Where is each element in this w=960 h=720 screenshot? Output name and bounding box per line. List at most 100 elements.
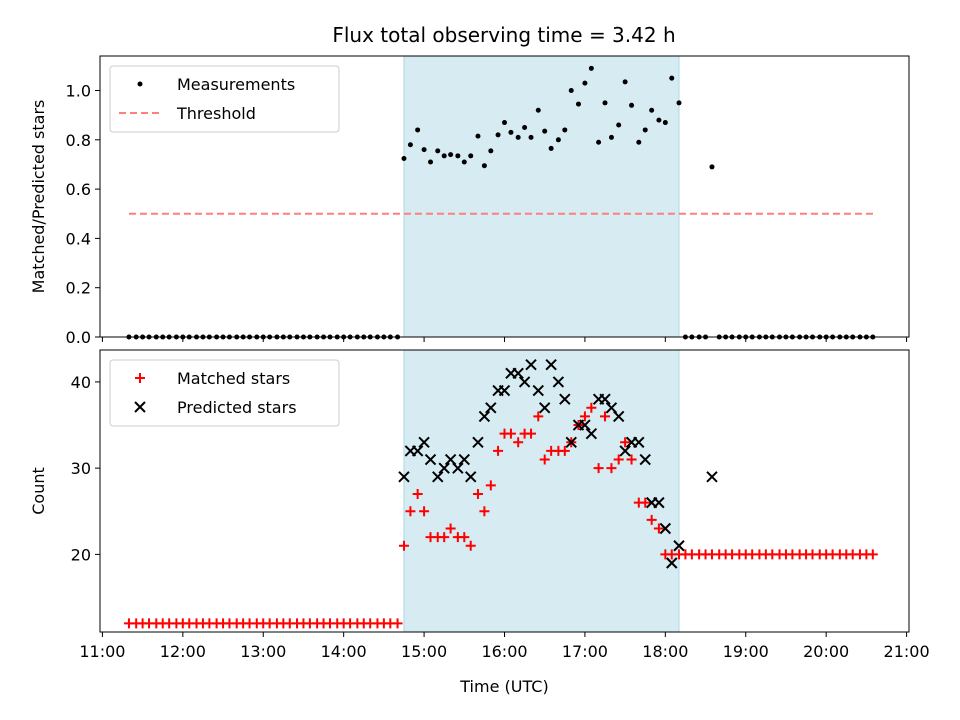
measurement-point xyxy=(515,134,521,140)
predicted-star-point xyxy=(478,410,491,423)
y-tick-label: 1.0 xyxy=(66,82,91,101)
legend-label: Predicted stars xyxy=(177,398,297,417)
matched-star-point xyxy=(392,618,403,629)
measurement-point xyxy=(535,107,541,113)
measurement-point xyxy=(636,139,642,145)
predicted-star-point xyxy=(559,393,571,405)
x-tick-label: 19:00 xyxy=(723,642,769,661)
predicted-star-point xyxy=(398,471,410,483)
measurement-point xyxy=(495,132,501,138)
predicted-star-point xyxy=(706,471,718,483)
predicted-star-point xyxy=(532,384,544,397)
predicted-star-point xyxy=(418,436,430,448)
matched-star-point xyxy=(559,445,570,456)
y-tick-label: 0.6 xyxy=(66,180,91,199)
legend-label: Measurements xyxy=(177,75,295,94)
x-tick-label: 18:00 xyxy=(642,642,688,661)
predicted-star-point xyxy=(565,436,577,448)
matched-star-point xyxy=(600,411,611,422)
y-tick-label: 0.0 xyxy=(66,328,91,347)
matched-star-point xyxy=(533,411,544,422)
matched-star-point xyxy=(419,506,430,517)
predicted-star-point xyxy=(472,436,484,448)
observing-window-shade xyxy=(403,55,680,338)
measurement-point xyxy=(555,137,561,143)
measurement-point xyxy=(616,122,622,128)
predicted-star-point xyxy=(518,376,531,388)
x-tick-label: 12:00 xyxy=(160,642,206,661)
measurement-point xyxy=(629,102,635,108)
predicted-star-point xyxy=(452,462,464,474)
measurement-point xyxy=(441,153,447,159)
predicted-star-point xyxy=(411,445,424,457)
predicted-star-point xyxy=(585,427,598,440)
x-tick-label: 14:00 xyxy=(321,642,367,661)
bottom-panel: 20 30 40 11:00 12:00 13:00 14:00 15:00 16:00 17:0… xyxy=(29,349,930,696)
measurement-point xyxy=(642,127,648,133)
matched-star-point xyxy=(485,480,496,491)
predicted-star-point xyxy=(633,436,645,448)
series-measurements xyxy=(126,65,876,340)
matched-star-point xyxy=(465,540,476,551)
predicted-star-point xyxy=(438,462,450,474)
predicted-star-point xyxy=(539,402,551,414)
predicted-star-point xyxy=(653,496,665,509)
matched-star-point xyxy=(459,532,470,543)
measurement-point xyxy=(582,80,588,86)
matched-star-point xyxy=(526,428,537,439)
matched-star-point xyxy=(505,428,516,439)
predicted-star-point xyxy=(619,445,631,457)
predicted-star-point xyxy=(458,453,470,466)
measurement-point xyxy=(428,159,434,165)
matched-star-point xyxy=(606,463,617,474)
measurement-point xyxy=(548,145,554,151)
measurement-point xyxy=(468,153,474,159)
series-matched-stars xyxy=(123,402,878,629)
measurement-point xyxy=(622,79,628,85)
legend-label: Threshold xyxy=(176,104,256,123)
x-tick-label: 16:00 xyxy=(481,642,527,661)
measurement-point xyxy=(448,152,454,158)
matched-star-point xyxy=(412,489,423,500)
measurement-point xyxy=(656,117,662,123)
predicted-star-point xyxy=(432,471,444,483)
x-tick-label: 15:00 xyxy=(401,642,447,661)
measurement-point xyxy=(475,133,481,139)
measurement-point xyxy=(522,124,528,130)
matched-star-point xyxy=(626,454,637,465)
y-tick-label: 20 xyxy=(71,545,91,564)
measurement-point xyxy=(669,75,675,81)
matched-star-point xyxy=(439,532,450,543)
chart-title: Flux total observing time = 3.42 h xyxy=(332,23,675,47)
y-tick-label: 0.4 xyxy=(66,229,91,248)
matched-star-point xyxy=(613,454,624,465)
matched-star-point xyxy=(867,549,878,560)
y-tick-label: 40 xyxy=(71,373,91,392)
predicted-star-point xyxy=(666,557,678,569)
legend: Matched stars Predicted stars xyxy=(109,359,340,427)
predicted-star-point xyxy=(673,540,685,552)
legend-box xyxy=(109,65,340,133)
legend-box xyxy=(109,359,340,427)
y-axis-label: Count xyxy=(29,467,48,515)
predicted-star-point xyxy=(659,522,672,535)
x-axis-label: Time (UTC) xyxy=(459,677,548,696)
series-predicted-stars xyxy=(398,358,718,569)
predicted-star-point xyxy=(545,358,557,371)
legend-predicted-swatch xyxy=(134,401,146,413)
measurement-point xyxy=(575,101,581,107)
measurement-point xyxy=(415,127,421,133)
legend-label: Matched stars xyxy=(177,369,290,388)
y-tick-label: 30 xyxy=(71,459,91,478)
matched-star-point xyxy=(579,411,590,422)
matched-star-point xyxy=(445,523,456,534)
measurement-point xyxy=(568,88,574,94)
measurement-point xyxy=(676,100,682,106)
matched-star-point xyxy=(646,514,657,525)
matched-star-point xyxy=(405,506,416,517)
predicted-star-point xyxy=(498,384,511,397)
predicted-star-point xyxy=(599,393,611,405)
matched-star-point xyxy=(472,489,483,500)
matched-star-point xyxy=(539,454,550,465)
predicted-star-point xyxy=(525,358,537,371)
